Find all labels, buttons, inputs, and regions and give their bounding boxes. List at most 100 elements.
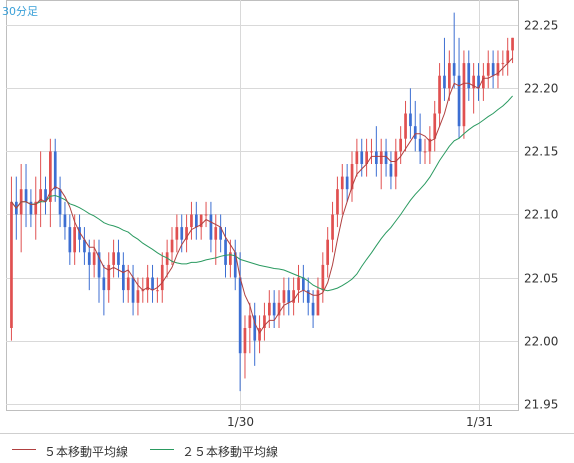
candle-body: [229, 252, 232, 265]
candle-body: [506, 50, 510, 64]
candle-body: [219, 227, 222, 240]
y-tick-label: 22.15: [524, 145, 558, 159]
candle-body: [175, 227, 179, 240]
candle-body: [112, 252, 115, 265]
candle-body: [379, 151, 383, 164]
candle-body: [199, 214, 203, 228]
candle-body: [204, 214, 208, 216]
candle-body: [160, 264, 164, 291]
candle-body: [302, 277, 305, 291]
candle-body: [243, 328, 247, 354]
candle-body: [404, 113, 407, 139]
candle-body: [360, 151, 364, 164]
candle-body: [413, 126, 417, 139]
candle-body: [126, 277, 130, 291]
candle-body: [10, 201, 13, 328]
candle-body: [39, 189, 42, 202]
candle-body: [238, 277, 242, 354]
candle-body: [214, 227, 218, 240]
candle-body: [428, 138, 432, 152]
candle-body: [462, 63, 466, 127]
candle-body: [418, 138, 422, 152]
y-tick-label: 21.95: [524, 398, 558, 412]
candle-body: [180, 227, 184, 240]
candle-body: [297, 277, 300, 291]
candle-body: [433, 113, 437, 139]
candlestick-chart: 22.25 22.20 22.15 22.10 22.05 22.00 21.95 1/30 1…: [6, 0, 558, 429]
candle-body: [311, 302, 315, 316]
candle-body: [83, 239, 86, 253]
candle-body: [496, 63, 500, 76]
candle-body: [384, 151, 388, 164]
candle-body: [272, 302, 276, 316]
candle-body: [316, 290, 320, 316]
candle-body: [491, 63, 495, 76]
legend: ５本移動平均線 ２５本移動平均線: [0, 433, 574, 463]
candle-body: [102, 277, 106, 291]
candle-body: [58, 189, 62, 215]
candle-body: [151, 277, 154, 291]
candle-body: [277, 302, 281, 316]
y-tick-label: 22.05: [524, 272, 558, 286]
candle-body: [92, 252, 96, 265]
legend-ma5-label: ５本移動平均線: [44, 445, 129, 459]
candle-body: [355, 151, 359, 164]
candle-body: [409, 113, 412, 127]
legend-ma25-swatch: [150, 449, 174, 450]
candle-body: [472, 75, 475, 89]
candle-body: [326, 239, 329, 265]
candle-body: [24, 189, 28, 202]
candle-body: [78, 227, 81, 240]
candle-body: [389, 164, 393, 177]
candle-body: [477, 75, 480, 89]
ma5-line: [11, 57, 513, 335]
candle-body: [370, 151, 373, 153]
legend-ma5-swatch: [12, 449, 36, 450]
candle-body: [292, 290, 295, 303]
candle-body: [482, 75, 485, 89]
candle-body: [336, 189, 339, 215]
interval-label: 30分足: [2, 5, 38, 18]
candle-body: [287, 290, 291, 303]
candle-body: [190, 214, 193, 228]
plot-area: [6, 0, 519, 411]
candle-body: [340, 176, 344, 190]
candle-body: [122, 264, 125, 291]
candle-body: [63, 214, 67, 228]
candle-body: [448, 63, 451, 89]
candle-body: [258, 328, 261, 341]
candle-body: [452, 63, 456, 76]
candle-body: [457, 75, 461, 127]
candle-body: [107, 264, 111, 291]
candle-body: [282, 290, 286, 303]
candle-body: [170, 239, 174, 253]
candle-body: [511, 37, 514, 51]
candle-body: [486, 63, 490, 76]
candle-body: [423, 151, 427, 153]
candle-body: [501, 63, 505, 65]
candle-body: [34, 201, 38, 215]
candle-body: [345, 176, 349, 190]
candle-body: [131, 277, 135, 303]
candle-body: [467, 63, 471, 89]
candle-body: [53, 151, 57, 190]
candle-body: [195, 214, 198, 228]
candle-body: [253, 315, 257, 341]
candle-body: [248, 315, 252, 328]
y-tick-label: 22.25: [524, 19, 558, 33]
candle-body: [209, 214, 213, 240]
candle-body: [44, 189, 47, 202]
candle-body: [375, 151, 378, 164]
candle-body: [165, 252, 169, 265]
candle-body: [117, 252, 120, 265]
candle-body: [185, 227, 188, 240]
y-tick-label: 22.00: [524, 335, 558, 349]
candle-body: [268, 302, 271, 316]
candle-body: [73, 227, 76, 253]
candle-body: [443, 75, 446, 89]
legend-ma25-label: ２５本移動平均線: [182, 445, 279, 459]
candle-body: [68, 227, 72, 253]
candle-body: [224, 239, 227, 265]
candle-body: [321, 264, 325, 291]
candle-body: [29, 201, 33, 215]
